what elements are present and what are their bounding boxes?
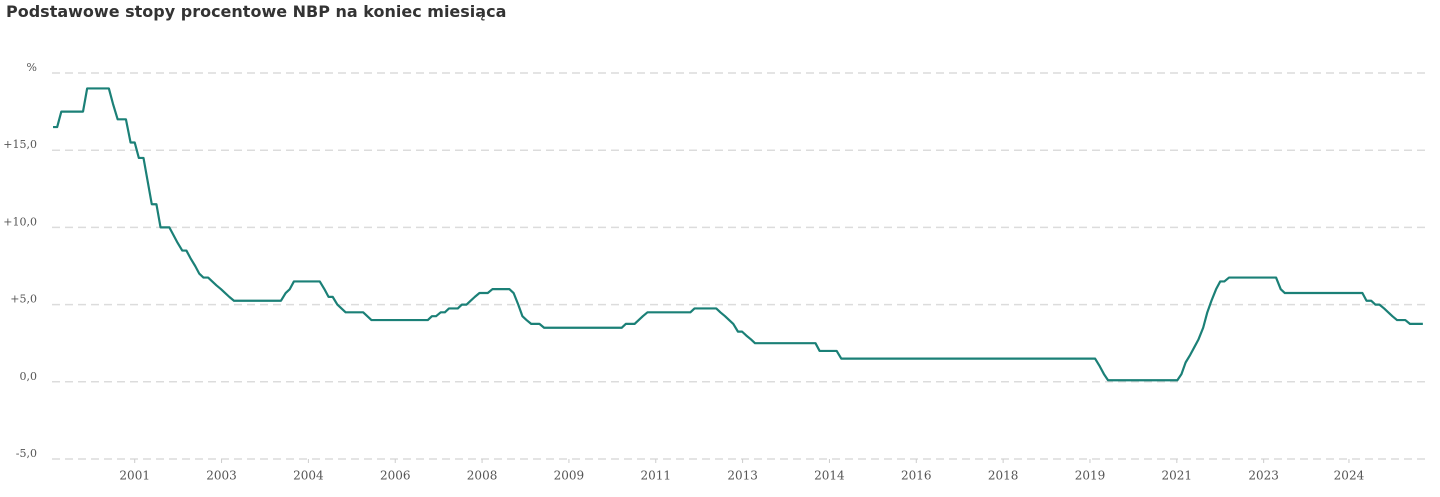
- x-tick-label: 2009: [554, 469, 585, 483]
- x-tick-label: 2024: [1334, 469, 1365, 483]
- y-tick-label: -5,0: [16, 447, 37, 460]
- y-tick-label: +10,0: [3, 215, 37, 228]
- x-tick-label: 2011: [640, 469, 671, 483]
- x-tick-label: 2014: [814, 469, 845, 483]
- chart-title: Podstawowe stopy procentowe NBP na konie…: [6, 2, 506, 21]
- y-tick-label: %: [27, 61, 37, 74]
- x-tick-label: 2008: [467, 469, 498, 483]
- x-tick-label: 2001: [119, 469, 150, 483]
- rate-line: [53, 87, 1423, 382]
- x-tick-label: 2023: [1248, 469, 1279, 483]
- x-tick-label: 2016: [901, 469, 932, 483]
- y-tick-label: +5,0: [10, 293, 37, 306]
- x-tick-label: 2018: [988, 469, 1019, 483]
- y-tick-label: +15,0: [3, 138, 37, 151]
- x-tick-label: 2004: [293, 469, 324, 483]
- x-tick-label: 2013: [727, 469, 758, 483]
- x-tick-label: 2019: [1075, 469, 1106, 483]
- x-tick-label: 2021: [1162, 469, 1193, 483]
- x-tick-label: 2006: [380, 469, 411, 483]
- y-tick-label: 0,0: [20, 370, 38, 383]
- x-tick-label: 2003: [206, 469, 237, 483]
